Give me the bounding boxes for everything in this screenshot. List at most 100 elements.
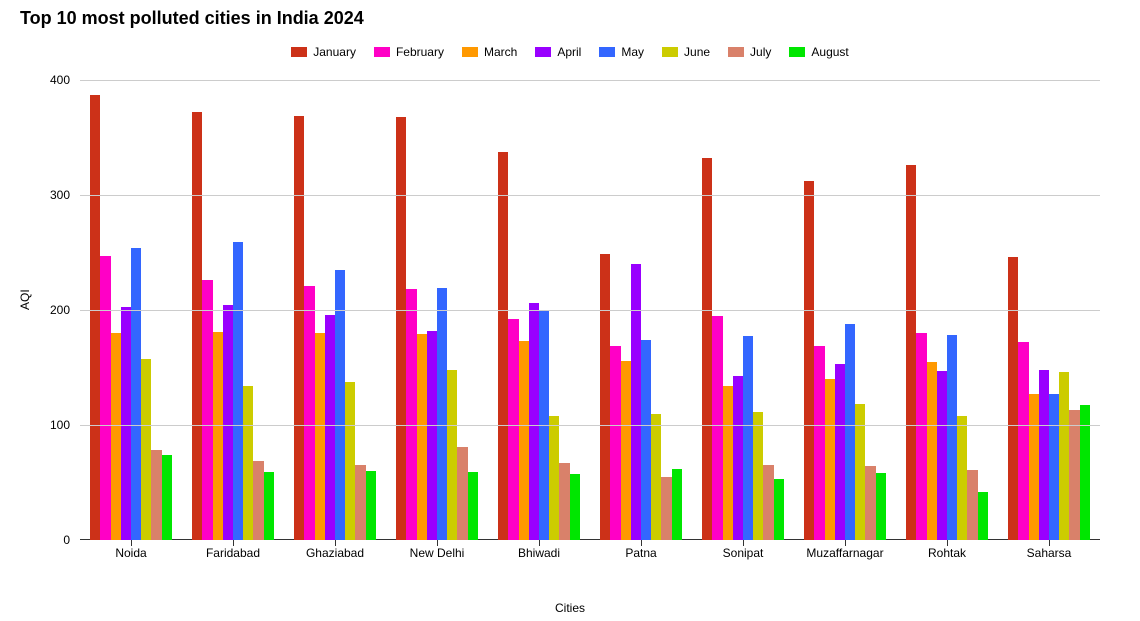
legend-swatch (662, 47, 678, 57)
bar (651, 414, 661, 541)
xtick-label: Faridabad (182, 540, 284, 560)
xtick-label: Saharsa (998, 540, 1100, 560)
bar (876, 473, 886, 540)
bar (1069, 410, 1079, 540)
bar (406, 289, 416, 540)
plot-area: NoidaFaridabadGhaziabadNew DelhiBhiwadiP… (80, 80, 1100, 540)
legend-label: July (750, 45, 771, 59)
bar (253, 461, 263, 540)
bar (733, 376, 743, 540)
bar (804, 181, 814, 540)
bar (1049, 394, 1059, 540)
bar (978, 492, 988, 540)
bar (131, 248, 141, 540)
bar (355, 465, 365, 540)
x-axis-label: Cities (0, 601, 1140, 615)
xtick-label: Bhiwadi (488, 540, 590, 560)
legend-label: January (313, 45, 356, 59)
bar (1008, 257, 1018, 540)
bar (1029, 394, 1039, 540)
bar (437, 288, 447, 540)
bar (610, 346, 620, 540)
chart-title: Top 10 most polluted cities in India 202… (20, 8, 364, 29)
bar (865, 466, 875, 540)
chart-root: Top 10 most polluted cities in India 202… (0, 0, 1140, 621)
ytick-label: 400 (30, 73, 70, 87)
bar (529, 303, 539, 540)
legend-item: February (374, 45, 444, 59)
bar (468, 472, 478, 540)
bar (774, 479, 784, 540)
bar (192, 112, 202, 540)
ytick-label: 0 (30, 533, 70, 547)
bar (570, 474, 580, 540)
bar (927, 362, 937, 540)
bar (396, 117, 406, 540)
bar (162, 455, 172, 540)
xtick-label: Muzaffarnagar (794, 540, 896, 560)
bar (366, 471, 376, 540)
bar (906, 165, 916, 540)
bar (325, 315, 335, 540)
bar (151, 450, 161, 540)
bar (937, 371, 947, 540)
legend-swatch (291, 47, 307, 57)
bar (498, 152, 508, 540)
bar (100, 256, 110, 540)
bar (672, 469, 682, 540)
bar (111, 333, 121, 540)
bar (1059, 372, 1069, 540)
bar (264, 472, 274, 540)
legend: January February March April May June July Augu… (0, 45, 1140, 59)
legend-item: January (291, 45, 356, 59)
xtick-label: Ghaziabad (284, 540, 386, 560)
bar (508, 319, 518, 540)
legend-label: May (621, 45, 644, 59)
legend-swatch (374, 47, 390, 57)
legend-item: August (789, 45, 848, 59)
legend-label: June (684, 45, 710, 59)
gridline (80, 310, 1100, 311)
bar (947, 335, 957, 540)
bar (457, 447, 467, 540)
bar (723, 386, 733, 540)
bar (967, 470, 977, 540)
legend-item: July (728, 45, 771, 59)
xtick-label: Patna (590, 540, 692, 560)
bar (916, 333, 926, 540)
xtick-label: Sonipat (692, 540, 794, 560)
bar (661, 477, 671, 540)
bar (1018, 342, 1028, 540)
bar (743, 336, 753, 540)
bar (447, 370, 457, 540)
ytick-label: 100 (30, 418, 70, 432)
legend-item: June (662, 45, 710, 59)
bar (427, 331, 437, 540)
bar (763, 465, 773, 540)
bar (549, 416, 559, 540)
legend-label: April (557, 45, 581, 59)
gridline (80, 195, 1100, 196)
bar (702, 158, 712, 540)
bar (712, 316, 722, 540)
bar (825, 379, 835, 540)
bar (90, 95, 100, 540)
bar (294, 116, 304, 540)
bar (559, 463, 569, 540)
xtick-label: Rohtak (896, 540, 998, 560)
legend-label: February (396, 45, 444, 59)
xtick-label: New Delhi (386, 540, 488, 560)
bar (121, 307, 131, 540)
legend-label: March (484, 45, 517, 59)
ytick-label: 300 (30, 188, 70, 202)
bar (315, 333, 325, 540)
bar (641, 340, 651, 540)
bar (1039, 370, 1049, 540)
bar (223, 305, 233, 540)
legend-item: May (599, 45, 644, 59)
gridline (80, 425, 1100, 426)
legend-item: April (535, 45, 581, 59)
legend-label: August (811, 45, 848, 59)
bar (621, 361, 631, 540)
bar (600, 254, 610, 540)
